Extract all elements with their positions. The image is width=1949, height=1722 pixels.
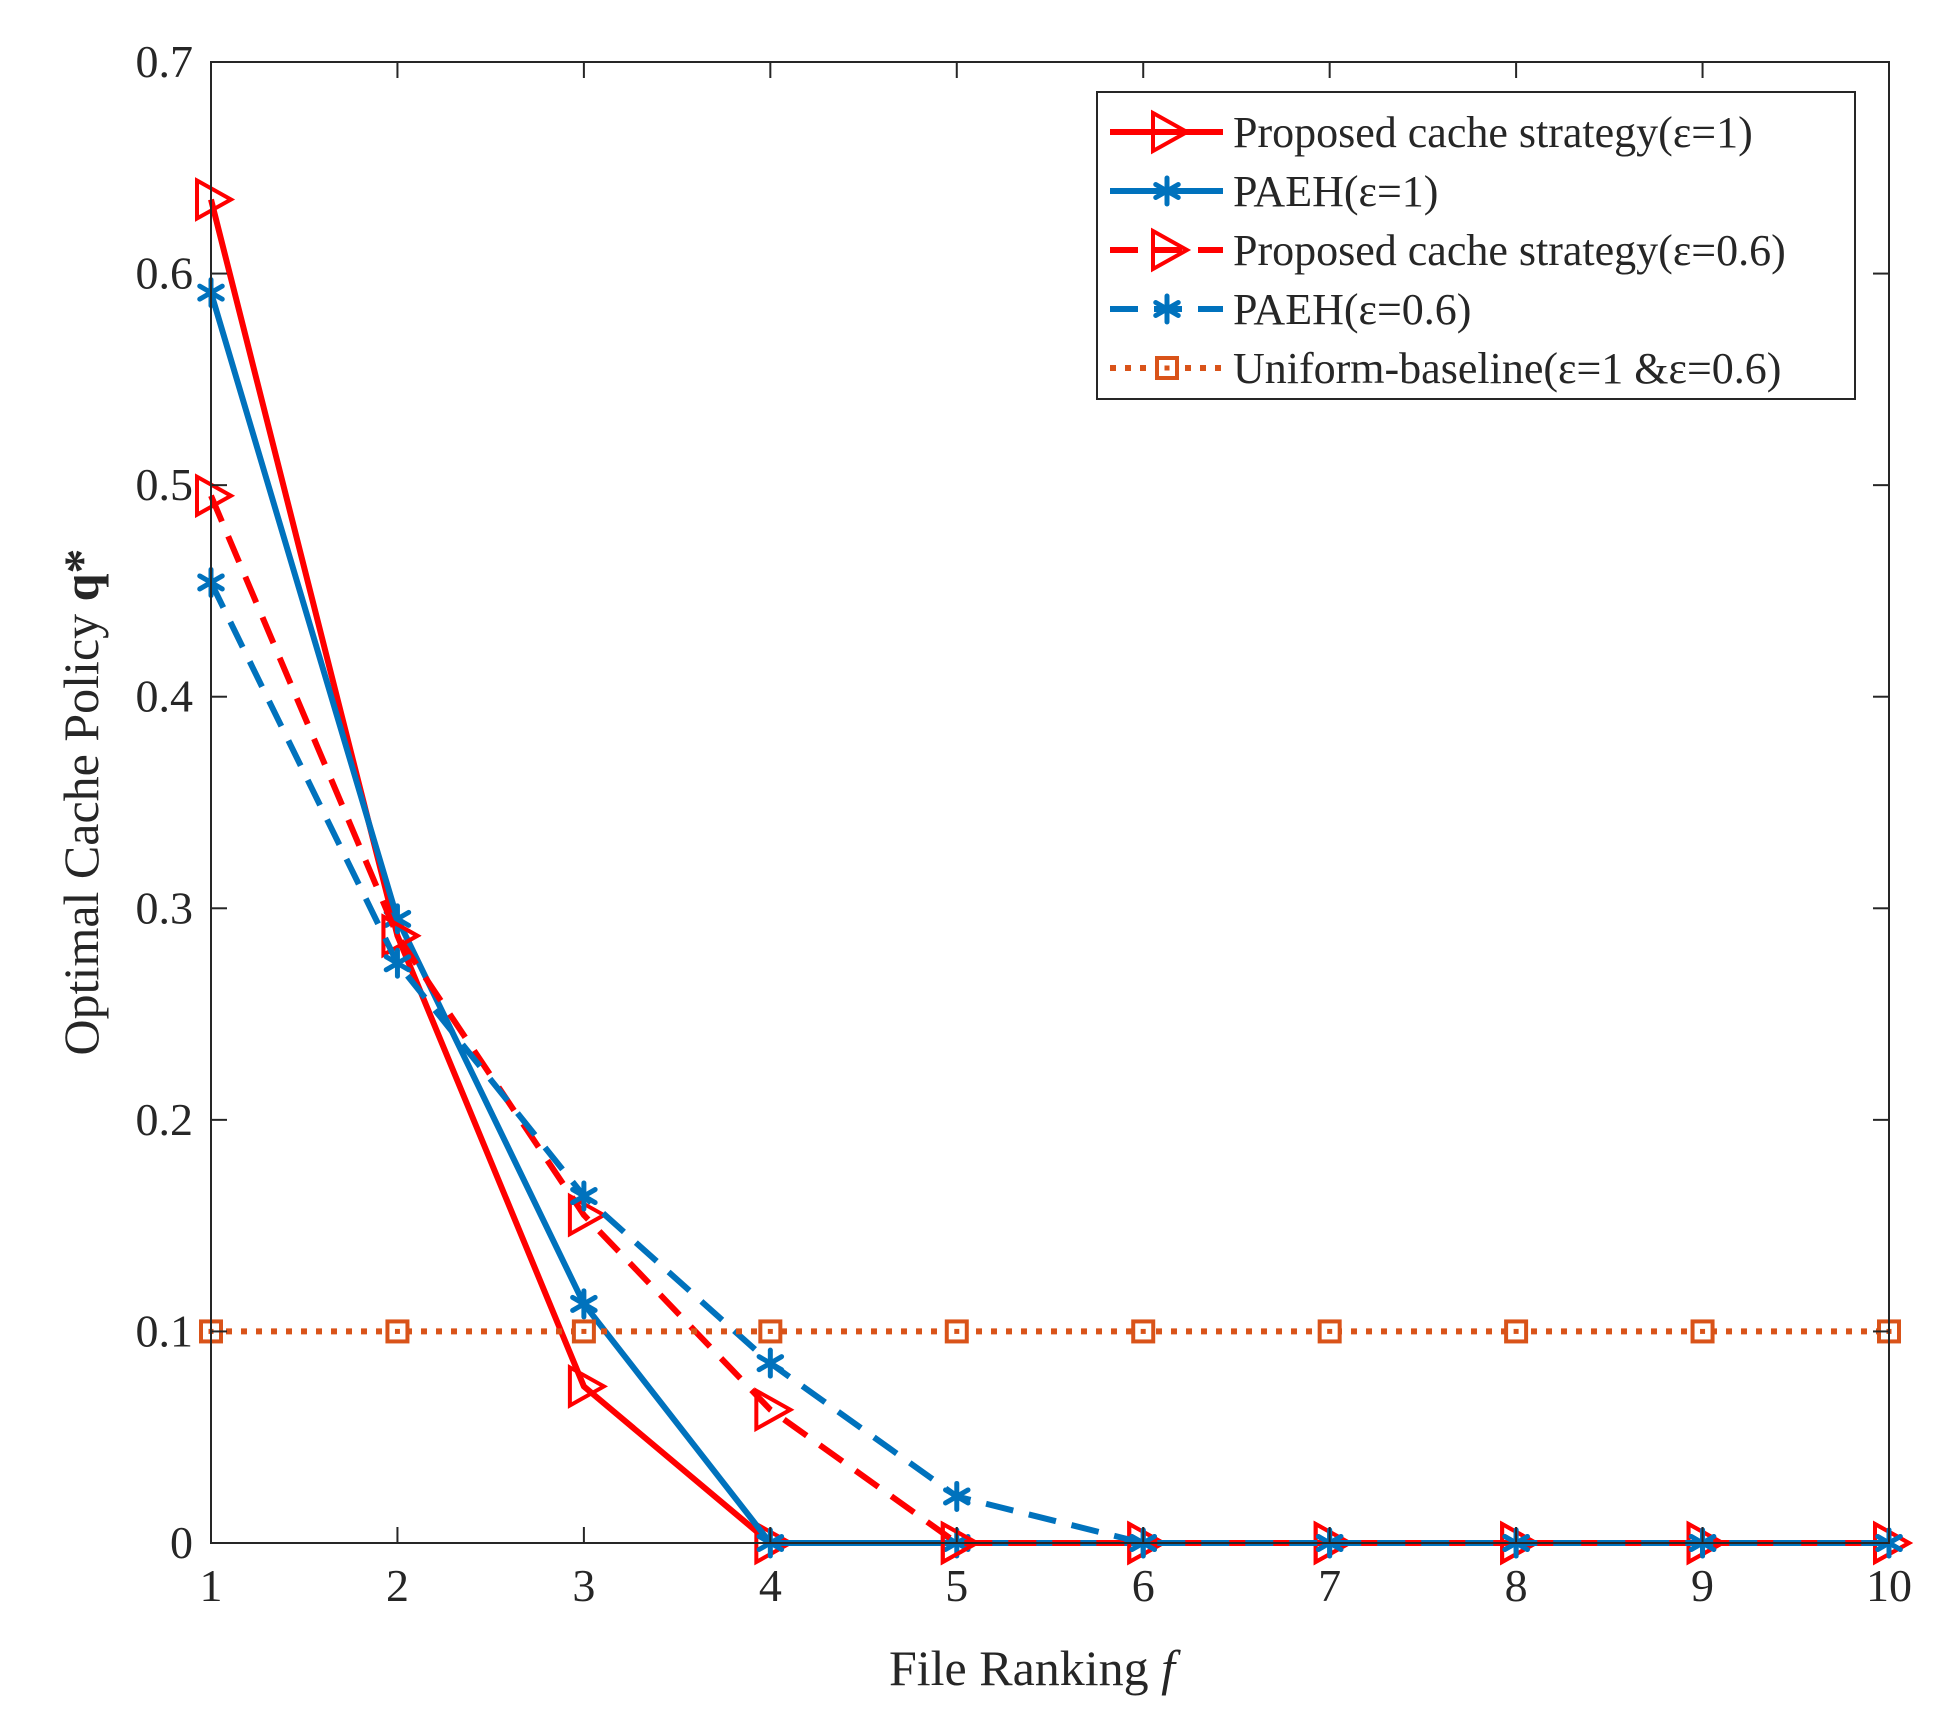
y-axis-variable: q*: [53, 549, 109, 602]
series-5-point-6: [1131, 1319, 1156, 1344]
x-tick-label: 2: [386, 1560, 409, 1611]
series-4-point-4: [756, 1347, 785, 1379]
legend-label: Proposed cache strategy(ε=0.6): [1233, 226, 1786, 275]
x-tick-label: 5: [945, 1560, 968, 1611]
series-3-point-4: [754, 1387, 795, 1433]
legend-label: Uniform-baseline(ε=1 &ε=0.6): [1233, 344, 1781, 393]
y-tick-label: 0.6: [136, 248, 194, 299]
series-3-point-3: [567, 1192, 608, 1238]
legend-swatch-marker: [1153, 293, 1181, 325]
series-3-point-1: [195, 473, 236, 519]
legend-box: [1096, 91, 1856, 400]
series-5-point-9: [1690, 1319, 1715, 1344]
series-5-point-8: [1504, 1319, 1529, 1344]
y-tick-label: 0.4: [136, 671, 194, 722]
y-tick-label: 0.7: [136, 36, 194, 87]
plot-frame: [210, 61, 1890, 1544]
legend-item-4: PAEH(ε=0.6): [1110, 285, 1471, 334]
legend-swatch-marker: [1151, 109, 1192, 155]
legend: Proposed cache strategy(ε=1) PAEH(ε=1) Pro…: [1096, 91, 1856, 400]
series-4-point-3: [570, 1180, 598, 1212]
x-tick-label: 4: [759, 1560, 782, 1611]
x-tick-label: 10: [1866, 1560, 1912, 1611]
x-axis-title: File Ranking f: [889, 1640, 1181, 1696]
series-1-point-3: [567, 1364, 608, 1409]
legend-label: PAEH(ε=0.6): [1233, 285, 1471, 334]
legend-item-1: Proposed cache strategy(ε=1): [1110, 108, 1753, 157]
series-5-point-4: [758, 1319, 783, 1344]
x-tick-label: 1: [200, 1560, 223, 1611]
legend-label: Proposed cache strategy(ε=1): [1233, 108, 1753, 157]
tick-layer: 1 2 3 4 5 6 7 8 9 10 0 0.1 0.2 0.3 0.4 0.5 0.6 0.7: [136, 36, 1913, 1611]
y-tick-label: 0.3: [136, 882, 194, 933]
y-tick-label: 0.5: [136, 459, 194, 510]
y-axis-title: Optimal Cache Policy q*: [53, 549, 109, 1056]
y-tick-label: 0: [170, 1517, 193, 1568]
y-tick-label: 0.2: [136, 1094, 194, 1145]
series-3-point-2: [381, 913, 422, 959]
x-tick-label: 6: [1132, 1560, 1155, 1611]
x-axis-title-text: File Ranking: [889, 1640, 1149, 1696]
legend-item-3: Proposed cache strategy(ε=0.6): [1110, 226, 1786, 275]
y-tick-label: 0.1: [136, 1305, 194, 1356]
legend-swatch-marker: [1151, 227, 1192, 273]
series-1-point-1: [195, 177, 236, 222]
x-tick-label: 3: [572, 1560, 595, 1611]
legend-label: PAEH(ε=1): [1233, 167, 1438, 216]
legend-swatch-marker: [1155, 356, 1179, 380]
series-5-point-7: [1317, 1319, 1342, 1344]
series-2-point-3: [570, 1288, 598, 1320]
y-axis-title-text: Optimal Cache Policy: [53, 614, 109, 1056]
x-tick-label: 9: [1691, 1560, 1714, 1611]
legend-item-2: PAEH(ε=1): [1110, 167, 1438, 216]
x-tick-label: 8: [1505, 1560, 1528, 1611]
series-4-point-2: [383, 947, 412, 979]
series-5-point-3: [571, 1319, 596, 1344]
series-5-point-5: [944, 1319, 969, 1344]
series-5-point-2: [385, 1319, 410, 1344]
series-4-point-5: [943, 1480, 971, 1512]
legend-swatch-marker: [1153, 175, 1181, 207]
legend-item-5: Uniform-baseline(ε=1 &ε=0.6): [1110, 344, 1781, 393]
x-tick-label: 7: [1318, 1560, 1341, 1611]
